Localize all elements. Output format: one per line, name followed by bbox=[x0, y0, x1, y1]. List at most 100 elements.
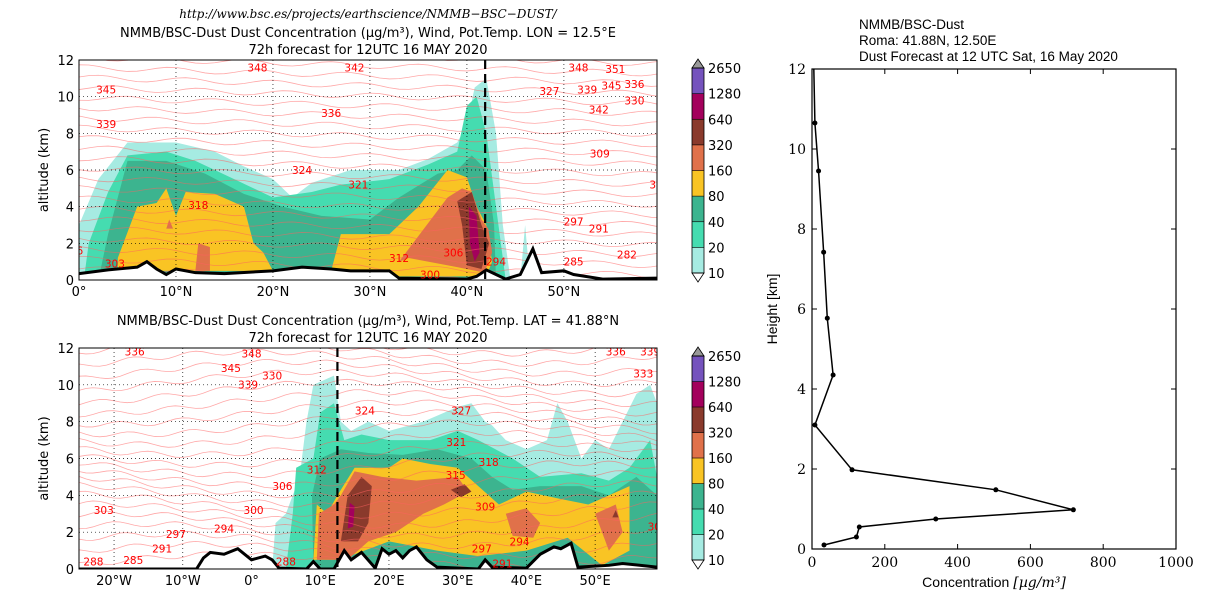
colorbar-label: 640 bbox=[708, 113, 733, 128]
y-tick-label: 6 bbox=[66, 453, 74, 468]
isentrope-line bbox=[79, 419, 657, 448]
y-tick-label: 12 bbox=[57, 54, 74, 69]
isentrope-label: 345 bbox=[96, 84, 116, 96]
isentrope-label: 303 bbox=[94, 505, 114, 517]
profile-point bbox=[853, 534, 859, 540]
panel-title: NMMB/BSC-Dust Dust Concentration (µg/m³)… bbox=[117, 314, 619, 329]
isentrope-line bbox=[79, 369, 657, 398]
y-tick-label: 0 bbox=[66, 563, 74, 578]
colorbar-segment bbox=[692, 509, 704, 535]
y-tick-label: 8 bbox=[797, 222, 806, 238]
source-url: http://www.bsc.es/projects/earthscience/… bbox=[179, 7, 558, 21]
isentrope-label: 318 bbox=[479, 457, 499, 469]
y-axis-label: altitude (km) bbox=[37, 416, 52, 500]
isentrope-line bbox=[79, 348, 657, 367]
isentrope-label: 351 bbox=[605, 64, 625, 76]
x-tick-label: 30°E bbox=[442, 574, 473, 589]
y-tick-label: 10 bbox=[57, 91, 74, 106]
y-tick-label: 8 bbox=[66, 127, 74, 142]
isentrope-line bbox=[79, 206, 657, 227]
isentrope-label: 342 bbox=[589, 105, 609, 117]
x-tick-label: 10°W bbox=[165, 574, 201, 589]
dust-contour-320 bbox=[612, 510, 619, 518]
profile-point bbox=[1070, 507, 1076, 513]
dust-contour-160 bbox=[505, 508, 541, 538]
x-tick-label: 200 bbox=[871, 555, 898, 571]
isentrope-label: 333 bbox=[633, 369, 653, 381]
isentrope-label: 294 bbox=[214, 523, 234, 535]
y-tick-label: 6 bbox=[66, 164, 74, 179]
x-tick-label: 800 bbox=[1090, 555, 1117, 571]
x-tick-label: 20°E bbox=[373, 574, 404, 589]
x-tick-label: 400 bbox=[944, 555, 971, 571]
isentrope-label: 339 bbox=[577, 84, 597, 96]
y-tick-label: 4 bbox=[66, 201, 74, 216]
isentrope-label: 282 bbox=[617, 249, 637, 261]
isentrope-line bbox=[79, 500, 657, 529]
colorbar: 10 20 40 80 160 320 640 1280 2650 bbox=[691, 346, 741, 570]
colorbar: 10 20 40 80 160 320 640 1280 2650 bbox=[691, 58, 741, 283]
isentrope-label: 339 bbox=[640, 347, 660, 359]
isentrope-label: 315 bbox=[446, 470, 466, 482]
terrain-line bbox=[79, 245, 657, 280]
isentrope-label: 309 bbox=[475, 501, 495, 513]
isentrope-label: 336 bbox=[624, 79, 644, 91]
colorbar-extend-low bbox=[691, 272, 705, 283]
isentrope-label: 291 bbox=[589, 224, 609, 236]
isentrope-label: 288 bbox=[83, 557, 103, 569]
colorbar-label: 160 bbox=[708, 165, 733, 180]
colorbar-segment bbox=[692, 196, 704, 223]
isentrope-label: 330 bbox=[624, 95, 644, 107]
isentrope-line bbox=[79, 389, 657, 418]
isentrope-label: 285 bbox=[123, 555, 143, 567]
colorbar-segment bbox=[692, 483, 704, 510]
profile-title-line: NMMB/BSC-Dust bbox=[859, 17, 964, 32]
x-tick-label: 0 bbox=[808, 555, 817, 571]
isentrope-line bbox=[79, 490, 657, 519]
isentrope-line bbox=[79, 439, 657, 468]
colorbar-extend-low bbox=[691, 559, 705, 570]
isentrope-label: 318 bbox=[188, 200, 208, 212]
isentrope-line bbox=[79, 521, 657, 549]
colorbar-label: 160 bbox=[708, 452, 733, 467]
axes-frame bbox=[78, 347, 658, 570]
colorbar-segment bbox=[692, 170, 704, 197]
y-tick-label: 2 bbox=[797, 462, 806, 478]
isentrope-label: 288 bbox=[276, 557, 296, 569]
x-tick-label: 40°N bbox=[451, 285, 484, 300]
isentrope-line bbox=[79, 378, 657, 407]
isentrope-line bbox=[79, 145, 657, 166]
colorbar-extend-high bbox=[691, 346, 705, 357]
isentrope-label: 297 bbox=[564, 216, 584, 228]
isentrope-label: 339 bbox=[238, 380, 258, 392]
isentrope-label: 306 bbox=[63, 246, 83, 258]
profile-point bbox=[812, 422, 818, 428]
x-tick-label: 30°N bbox=[354, 285, 387, 300]
isentrope-label: 300 bbox=[420, 270, 440, 282]
colorbar-segment bbox=[692, 247, 704, 274]
y-tick-label: 2 bbox=[66, 526, 74, 541]
isentrope-label: 294 bbox=[510, 536, 530, 548]
isentrope-line bbox=[79, 430, 657, 458]
isentrope-line bbox=[79, 195, 657, 218]
isentrope-label: 345 bbox=[601, 81, 621, 93]
x-tick-label: 600 bbox=[1017, 555, 1044, 571]
isentrope-label: 294 bbox=[486, 257, 506, 269]
terrain-line bbox=[79, 541, 657, 569]
colorbar-label: 10 bbox=[708, 554, 725, 569]
profile-point bbox=[993, 487, 999, 493]
y-tick-label: 10 bbox=[57, 379, 74, 394]
isentrope-label: 30 bbox=[649, 180, 662, 192]
colorbar-segment bbox=[692, 432, 704, 459]
isentrope-label: 321 bbox=[348, 180, 368, 192]
isentrope-label: 327 bbox=[451, 406, 471, 418]
isentrope-line bbox=[79, 409, 657, 438]
dust-contour-160 bbox=[195, 243, 210, 271]
isentrope-label: 300 bbox=[244, 505, 264, 517]
profile-point bbox=[824, 315, 830, 321]
isentrope-label: 336 bbox=[606, 347, 626, 359]
colorbar-segment bbox=[692, 93, 704, 120]
profile-point bbox=[830, 372, 836, 378]
